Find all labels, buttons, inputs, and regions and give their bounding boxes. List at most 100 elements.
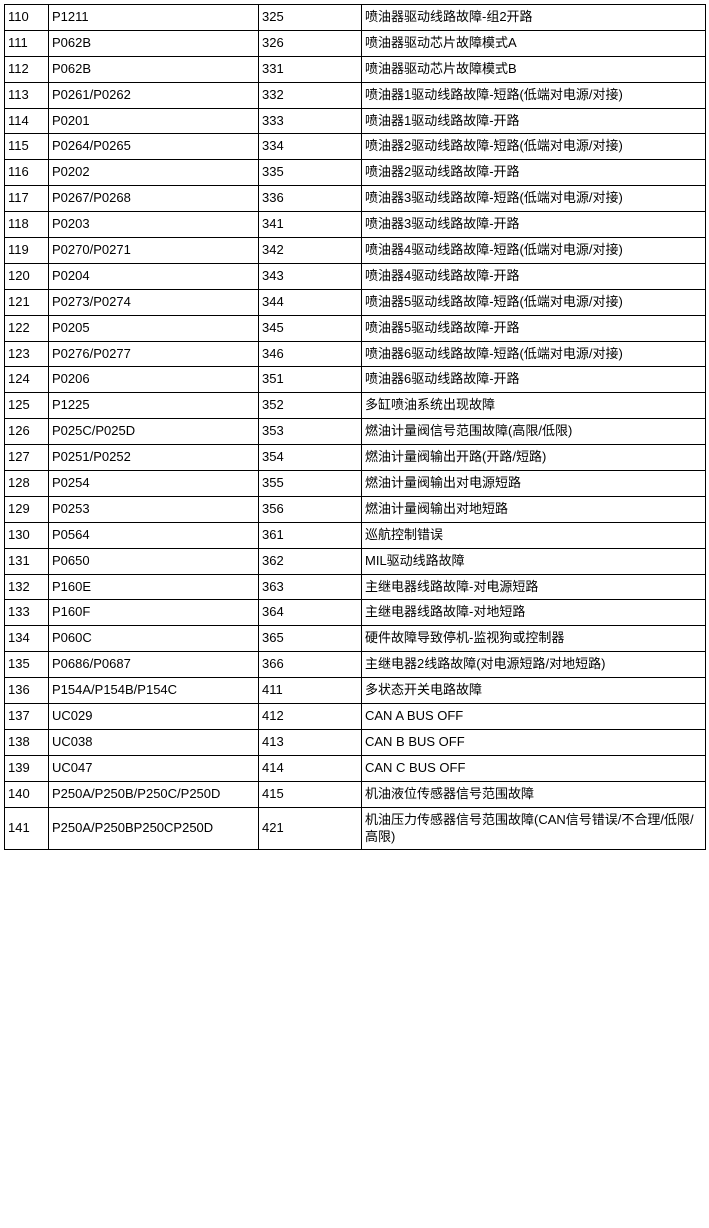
desc-cell: 主继电器线路故障-对地短路 bbox=[362, 600, 706, 626]
seq-cell: 113 bbox=[5, 82, 49, 108]
num-cell: 331 bbox=[259, 56, 362, 82]
table-row: 122P0205345喷油器5驱动线路故障-开路 bbox=[5, 315, 706, 341]
code-cell: P025C/P025D bbox=[49, 419, 259, 445]
num-cell: 366 bbox=[259, 652, 362, 678]
num-cell: 415 bbox=[259, 781, 362, 807]
code-cell: UC038 bbox=[49, 729, 259, 755]
num-cell: 325 bbox=[259, 5, 362, 31]
table-row: 117P0267/P0268336喷油器3驱动线路故障-短路(低端对电源/对接) bbox=[5, 186, 706, 212]
desc-cell: MIL驱动线路故障 bbox=[362, 548, 706, 574]
seq-cell: 119 bbox=[5, 238, 49, 264]
table-row: 136P154A/P154B/P154C411多状态开关电路故障 bbox=[5, 678, 706, 704]
table-row: 123P0276/P0277346喷油器6驱动线路故障-短路(低端对电源/对接) bbox=[5, 341, 706, 367]
code-cell: P250A/P250BP250CP250D bbox=[49, 807, 259, 850]
code-cell: P0251/P0252 bbox=[49, 445, 259, 471]
num-cell: 355 bbox=[259, 471, 362, 497]
num-cell: 333 bbox=[259, 108, 362, 134]
seq-cell: 122 bbox=[5, 315, 49, 341]
table-row: 127P0251/P0252354燃油计量阀输出开路(开路/短路) bbox=[5, 445, 706, 471]
code-cell: P0253 bbox=[49, 496, 259, 522]
seq-cell: 117 bbox=[5, 186, 49, 212]
num-cell: 364 bbox=[259, 600, 362, 626]
table-row: 133P160F364主继电器线路故障-对地短路 bbox=[5, 600, 706, 626]
seq-cell: 141 bbox=[5, 807, 49, 850]
num-cell: 351 bbox=[259, 367, 362, 393]
desc-cell: 喷油器2驱动线路故障-开路 bbox=[362, 160, 706, 186]
desc-cell: CAN C BUS OFF bbox=[362, 755, 706, 781]
desc-cell: CAN B BUS OFF bbox=[362, 729, 706, 755]
code-cell: P154A/P154B/P154C bbox=[49, 678, 259, 704]
code-cell: P1211 bbox=[49, 5, 259, 31]
code-cell: P0261/P0262 bbox=[49, 82, 259, 108]
num-cell: 354 bbox=[259, 445, 362, 471]
desc-cell: 喷油器1驱动线路故障-短路(低端对电源/对接) bbox=[362, 82, 706, 108]
num-cell: 414 bbox=[259, 755, 362, 781]
code-cell: P0254 bbox=[49, 471, 259, 497]
seq-cell: 140 bbox=[5, 781, 49, 807]
seq-cell: 131 bbox=[5, 548, 49, 574]
seq-cell: 114 bbox=[5, 108, 49, 134]
code-cell: P0267/P0268 bbox=[49, 186, 259, 212]
num-cell: 356 bbox=[259, 496, 362, 522]
code-cell: P062B bbox=[49, 56, 259, 82]
code-cell: P0201 bbox=[49, 108, 259, 134]
table-row: 131P0650362MIL驱动线路故障 bbox=[5, 548, 706, 574]
table-row: 141P250A/P250BP250CP250D421机油压力传感器信号范围故障… bbox=[5, 807, 706, 850]
table-row: 112P062B331喷油器驱动芯片故障模式B bbox=[5, 56, 706, 82]
seq-cell: 134 bbox=[5, 626, 49, 652]
code-cell: P0206 bbox=[49, 367, 259, 393]
num-cell: 413 bbox=[259, 729, 362, 755]
desc-cell: 机油液位传感器信号范围故障 bbox=[362, 781, 706, 807]
desc-cell: 硬件故障导致停机-监视狗或控制器 bbox=[362, 626, 706, 652]
seq-cell: 126 bbox=[5, 419, 49, 445]
seq-cell: 128 bbox=[5, 471, 49, 497]
desc-cell: 喷油器4驱动线路故障-短路(低端对电源/对接) bbox=[362, 238, 706, 264]
table-row: 116P0202335喷油器2驱动线路故障-开路 bbox=[5, 160, 706, 186]
num-cell: 341 bbox=[259, 212, 362, 238]
seq-cell: 121 bbox=[5, 289, 49, 315]
seq-cell: 115 bbox=[5, 134, 49, 160]
num-cell: 362 bbox=[259, 548, 362, 574]
desc-cell: 喷油器驱动芯片故障模式B bbox=[362, 56, 706, 82]
desc-cell: 机油压力传感器信号范围故障(CAN信号错误/不合理/低限/高限) bbox=[362, 807, 706, 850]
desc-cell: 喷油器3驱动线路故障-短路(低端对电源/对接) bbox=[362, 186, 706, 212]
num-cell: 344 bbox=[259, 289, 362, 315]
code-cell: P1225 bbox=[49, 393, 259, 419]
num-cell: 411 bbox=[259, 678, 362, 704]
table-row: 134P060C365硬件故障导致停机-监视狗或控制器 bbox=[5, 626, 706, 652]
seq-cell: 138 bbox=[5, 729, 49, 755]
desc-cell: 燃油计量阀输出开路(开路/短路) bbox=[362, 445, 706, 471]
fault-code-table: 110P1211325喷油器驱动线路故障-组2开路111P062B326喷油器驱… bbox=[4, 4, 706, 850]
seq-cell: 112 bbox=[5, 56, 49, 82]
num-cell: 346 bbox=[259, 341, 362, 367]
code-cell: UC029 bbox=[49, 704, 259, 730]
num-cell: 334 bbox=[259, 134, 362, 160]
desc-cell: 喷油器5驱动线路故障-短路(低端对电源/对接) bbox=[362, 289, 706, 315]
table-row: 120P0204343喷油器4驱动线路故障-开路 bbox=[5, 263, 706, 289]
table-row: 113P0261/P0262332喷油器1驱动线路故障-短路(低端对电源/对接) bbox=[5, 82, 706, 108]
code-cell: P0650 bbox=[49, 548, 259, 574]
table-row: 110P1211325喷油器驱动线路故障-组2开路 bbox=[5, 5, 706, 31]
code-cell: P0686/P0687 bbox=[49, 652, 259, 678]
table-row: 115P0264/P0265334喷油器2驱动线路故障-短路(低端对电源/对接) bbox=[5, 134, 706, 160]
table-row: 135P0686/P0687366主继电器2线路故障(对电源短路/对地短路) bbox=[5, 652, 706, 678]
num-cell: 412 bbox=[259, 704, 362, 730]
desc-cell: 喷油器1驱动线路故障-开路 bbox=[362, 108, 706, 134]
seq-cell: 139 bbox=[5, 755, 49, 781]
table-row: 111P062B326喷油器驱动芯片故障模式A bbox=[5, 30, 706, 56]
seq-cell: 129 bbox=[5, 496, 49, 522]
table-row: 132P160E363主继电器线路故障-对电源短路 bbox=[5, 574, 706, 600]
desc-cell: 喷油器3驱动线路故障-开路 bbox=[362, 212, 706, 238]
code-cell: P060C bbox=[49, 626, 259, 652]
seq-cell: 127 bbox=[5, 445, 49, 471]
desc-cell: 喷油器2驱动线路故障-短路(低端对电源/对接) bbox=[362, 134, 706, 160]
seq-cell: 137 bbox=[5, 704, 49, 730]
code-cell: P0273/P0274 bbox=[49, 289, 259, 315]
seq-cell: 118 bbox=[5, 212, 49, 238]
seq-cell: 130 bbox=[5, 522, 49, 548]
num-cell: 343 bbox=[259, 263, 362, 289]
table-row: 121P0273/P0274344喷油器5驱动线路故障-短路(低端对电源/对接) bbox=[5, 289, 706, 315]
code-cell: UC047 bbox=[49, 755, 259, 781]
table-row: 114P0201333喷油器1驱动线路故障-开路 bbox=[5, 108, 706, 134]
desc-cell: 喷油器6驱动线路故障-短路(低端对电源/对接) bbox=[362, 341, 706, 367]
